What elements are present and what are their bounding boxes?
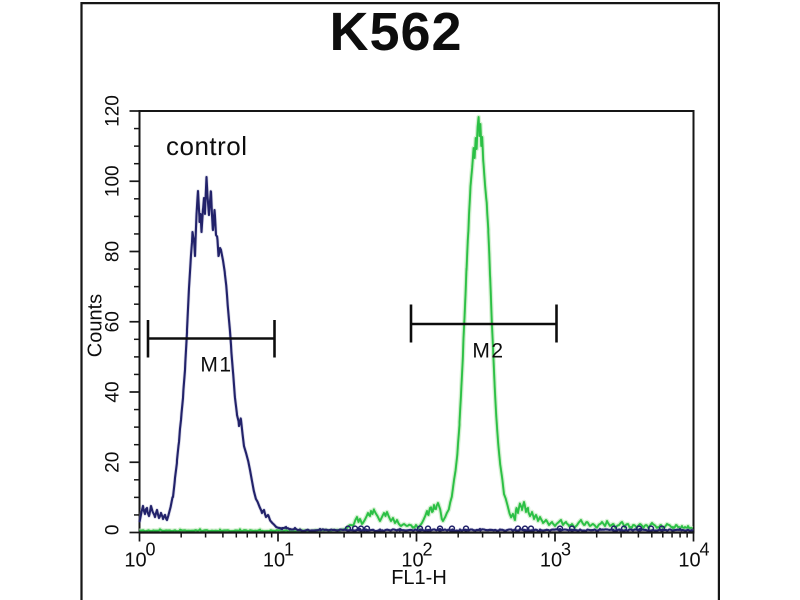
svg-text:3: 3	[561, 540, 571, 560]
svg-text:4: 4	[700, 540, 710, 560]
svg-text:10: 10	[540, 550, 562, 572]
svg-text:10: 10	[678, 550, 700, 572]
svg-text:20: 20	[103, 452, 124, 473]
svg-text:FL1-H: FL1-H	[391, 567, 447, 589]
svg-text:1: 1	[284, 540, 294, 560]
svg-text:Counts: Counts	[85, 294, 107, 357]
svg-text:120: 120	[103, 95, 124, 127]
svg-text:2: 2	[423, 540, 433, 560]
svg-text:10: 10	[263, 550, 285, 572]
svg-text:0: 0	[146, 540, 156, 560]
svg-text:M1: M1	[200, 354, 232, 377]
svg-text:40: 40	[103, 381, 124, 402]
svg-text:K562: K562	[329, 2, 462, 62]
svg-text:control: control	[166, 131, 248, 161]
svg-text:10: 10	[401, 550, 423, 572]
svg-text:100: 100	[103, 165, 124, 197]
svg-text:10: 10	[124, 550, 146, 572]
svg-text:0: 0	[103, 525, 124, 536]
svg-text:M2: M2	[472, 340, 504, 363]
svg-text:60: 60	[103, 311, 124, 332]
svg-text:80: 80	[103, 241, 124, 262]
